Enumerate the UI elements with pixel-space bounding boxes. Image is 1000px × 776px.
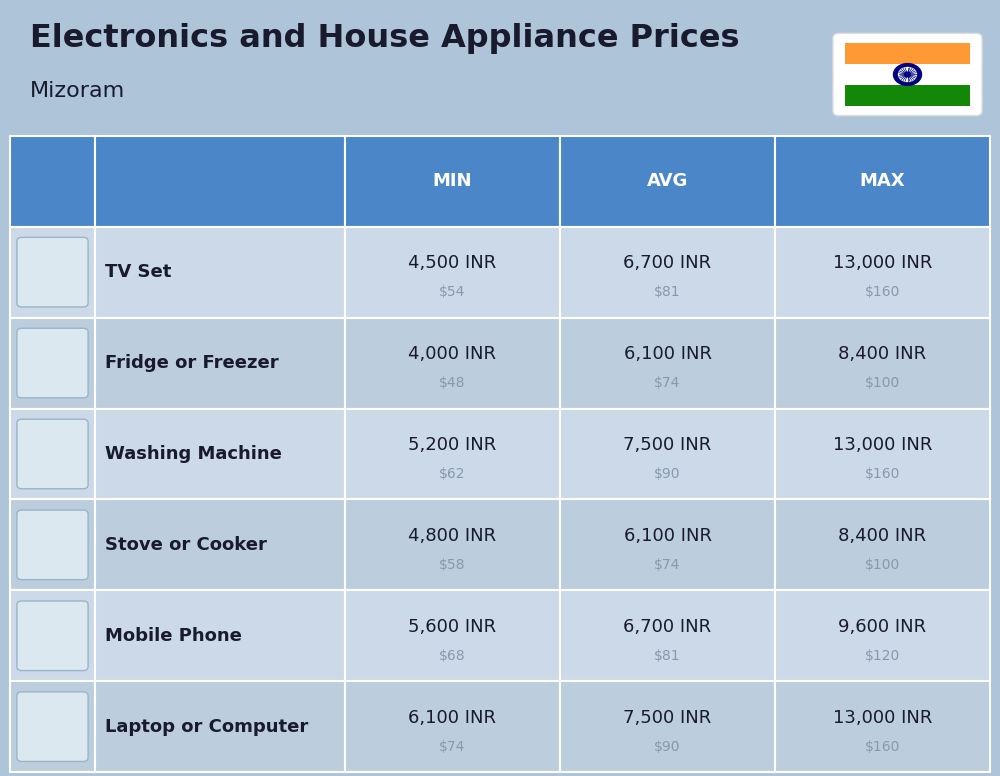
Bar <box>95 408 345 500</box>
Bar <box>560 500 775 591</box>
Text: $100: $100 <box>865 558 900 572</box>
Bar <box>775 408 990 500</box>
Bar <box>560 136 775 227</box>
Text: MIN: MIN <box>433 172 472 190</box>
Text: $90: $90 <box>654 740 681 753</box>
FancyBboxPatch shape <box>17 328 88 398</box>
Circle shape <box>894 64 922 85</box>
Text: $100: $100 <box>865 376 900 390</box>
Text: $62: $62 <box>439 467 466 481</box>
Bar <box>10 227 95 317</box>
Text: Fridge or Freezer: Fridge or Freezer <box>105 354 279 372</box>
Text: Mobile Phone: Mobile Phone <box>105 627 242 645</box>
Text: $81: $81 <box>654 285 681 300</box>
Text: $81: $81 <box>654 649 681 663</box>
Text: $54: $54 <box>439 285 466 300</box>
Text: Stove or Cooker: Stove or Cooker <box>105 536 267 554</box>
Bar <box>345 227 560 317</box>
Circle shape <box>904 72 910 77</box>
Text: 9,600 INR: 9,600 INR <box>838 618 927 636</box>
Bar <box>560 408 775 500</box>
Bar <box>845 64 970 85</box>
Bar <box>345 681 560 772</box>
Text: 4,800 INR: 4,800 INR <box>408 527 497 545</box>
FancyBboxPatch shape <box>17 419 88 489</box>
Bar <box>95 227 345 317</box>
Bar <box>775 136 990 227</box>
Bar <box>10 681 95 772</box>
Bar <box>10 591 95 681</box>
Text: $160: $160 <box>865 467 900 481</box>
Text: 13,000 INR: 13,000 INR <box>833 436 932 454</box>
Text: $90: $90 <box>654 467 681 481</box>
Bar <box>95 500 345 591</box>
Text: 6,100 INR: 6,100 INR <box>624 345 712 363</box>
Bar <box>845 43 970 64</box>
Text: $74: $74 <box>654 558 681 572</box>
Text: Laptop or Computer: Laptop or Computer <box>105 718 308 736</box>
Circle shape <box>898 68 916 81</box>
FancyBboxPatch shape <box>17 237 88 307</box>
Bar <box>775 317 990 408</box>
Bar <box>775 500 990 591</box>
Text: AVG: AVG <box>647 172 688 190</box>
Text: $160: $160 <box>865 740 900 753</box>
Text: $74: $74 <box>654 376 681 390</box>
FancyBboxPatch shape <box>833 33 982 116</box>
Text: 7,500 INR: 7,500 INR <box>623 708 712 726</box>
Bar <box>560 227 775 317</box>
Text: 4,000 INR: 4,000 INR <box>409 345 496 363</box>
Bar <box>345 591 560 681</box>
Bar <box>95 317 345 408</box>
Bar <box>560 591 775 681</box>
Text: $68: $68 <box>439 649 466 663</box>
Text: Washing Machine: Washing Machine <box>105 445 282 463</box>
Bar <box>10 500 95 591</box>
Text: Mizoram: Mizoram <box>30 81 125 102</box>
Text: Electronics and House Appliance Prices: Electronics and House Appliance Prices <box>30 23 740 54</box>
Text: 7,500 INR: 7,500 INR <box>623 436 712 454</box>
FancyBboxPatch shape <box>17 601 88 670</box>
Text: 6,100 INR: 6,100 INR <box>624 527 712 545</box>
Text: MAX: MAX <box>860 172 905 190</box>
Bar <box>775 681 990 772</box>
Bar <box>560 317 775 408</box>
FancyBboxPatch shape <box>17 510 88 580</box>
Bar <box>95 591 345 681</box>
Bar <box>10 317 95 408</box>
Text: 5,200 INR: 5,200 INR <box>408 436 497 454</box>
Bar <box>10 408 95 500</box>
Text: 8,400 INR: 8,400 INR <box>838 527 927 545</box>
Text: 5,600 INR: 5,600 INR <box>408 618 497 636</box>
Bar <box>10 136 95 227</box>
Text: $120: $120 <box>865 649 900 663</box>
Text: $48: $48 <box>439 376 466 390</box>
Text: $74: $74 <box>439 740 466 753</box>
Bar <box>345 136 560 227</box>
Text: 4,500 INR: 4,500 INR <box>408 254 497 272</box>
Bar <box>95 136 345 227</box>
Text: 13,000 INR: 13,000 INR <box>833 708 932 726</box>
Text: $160: $160 <box>865 285 900 300</box>
Text: 6,700 INR: 6,700 INR <box>623 254 712 272</box>
Bar <box>560 681 775 772</box>
Text: 8,400 INR: 8,400 INR <box>838 345 927 363</box>
Bar <box>345 408 560 500</box>
FancyBboxPatch shape <box>17 692 88 761</box>
Bar <box>775 591 990 681</box>
Text: TV Set: TV Set <box>105 263 171 281</box>
Bar <box>345 317 560 408</box>
Bar <box>775 227 990 317</box>
Bar <box>345 500 560 591</box>
Bar <box>95 681 345 772</box>
Text: 6,100 INR: 6,100 INR <box>409 708 496 726</box>
Text: 6,700 INR: 6,700 INR <box>623 618 712 636</box>
Bar <box>845 85 970 106</box>
Text: $58: $58 <box>439 558 466 572</box>
Text: 13,000 INR: 13,000 INR <box>833 254 932 272</box>
